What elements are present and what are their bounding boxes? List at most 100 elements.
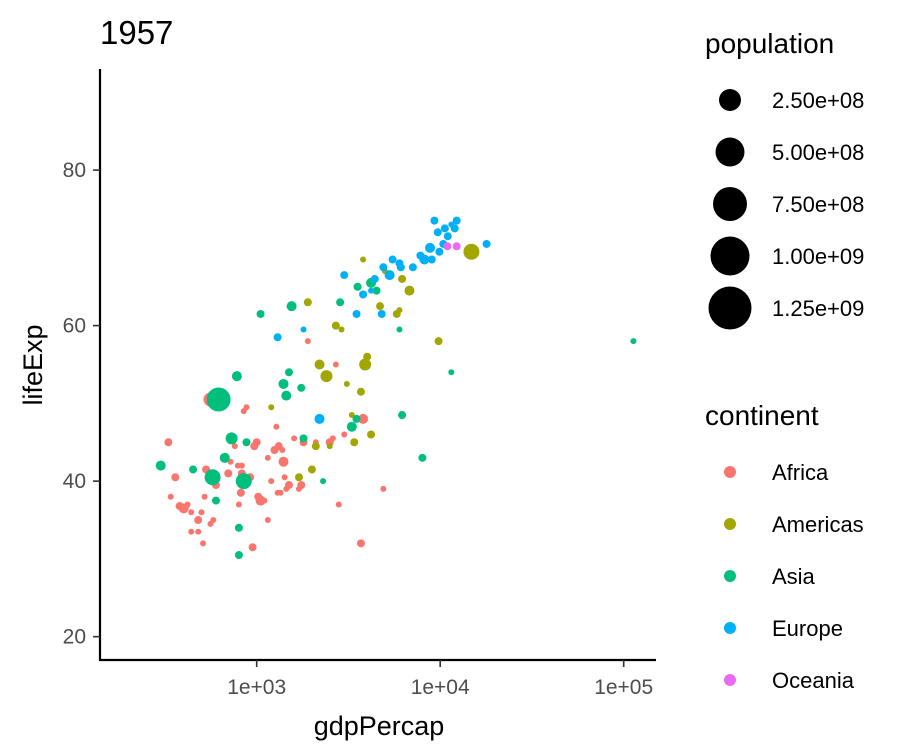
data-point-asia <box>286 301 297 312</box>
size-legend-label: 7.50e+08 <box>772 192 864 217</box>
y-axis-title: lifeExp <box>18 324 48 405</box>
data-point-asia <box>211 496 220 505</box>
data-point-asia <box>189 465 198 474</box>
data-point-americas <box>463 243 480 260</box>
data-point-europe <box>424 242 435 253</box>
data-point-asia <box>320 478 327 485</box>
data-point-africa <box>380 485 387 492</box>
data-point-europe <box>408 263 417 272</box>
size-legend-label: 2.50e+08 <box>772 88 864 113</box>
y-tick-label: 80 <box>63 159 86 182</box>
data-point-africa <box>167 493 174 500</box>
size-legend-key <box>710 236 750 276</box>
data-point-americas <box>294 473 303 482</box>
data-point-europe <box>443 232 452 241</box>
data-point-africa <box>264 517 271 524</box>
data-point-asia <box>336 298 345 307</box>
data-point-europe <box>452 216 461 225</box>
data-point-europe <box>388 255 397 264</box>
data-point-americas <box>363 352 372 361</box>
color-legend-key <box>724 674 736 686</box>
data-point-asia <box>352 414 361 423</box>
data-point-africa <box>268 478 275 485</box>
data-point-americas <box>376 302 385 311</box>
data-point-asia <box>204 469 221 486</box>
data-point-europe <box>419 254 430 265</box>
data-point-asia <box>398 411 407 420</box>
data-point-asia <box>284 368 293 377</box>
data-point-americas <box>268 404 275 411</box>
x-tick-label: 1e+04 <box>411 676 470 699</box>
size-legend-label: 5.00e+08 <box>772 140 864 165</box>
data-point-americas <box>307 465 316 474</box>
color-legend-key <box>724 622 736 634</box>
data-point-asia <box>234 551 243 560</box>
data-point-africa <box>335 501 342 508</box>
data-point-africa <box>188 509 195 516</box>
y-tick-label: 20 <box>63 626 86 649</box>
data-point-asia <box>297 383 306 392</box>
data-point-europe <box>314 413 325 424</box>
data-point-africa <box>277 489 284 496</box>
data-point-africa <box>243 404 250 411</box>
data-point-africa <box>297 481 306 490</box>
data-point-americas <box>360 256 367 263</box>
data-point-africa <box>291 435 298 442</box>
data-point-europe <box>384 270 395 281</box>
data-point-africa <box>171 473 180 482</box>
data-point-africa <box>358 413 369 424</box>
size-legend-key <box>713 187 747 221</box>
data-point-americas <box>356 387 365 396</box>
x-tick-label: 1e+03 <box>227 676 286 699</box>
points-layer <box>155 216 637 560</box>
color-legend-key <box>724 518 736 530</box>
data-point-americas <box>398 274 407 283</box>
data-point-asia <box>281 390 292 401</box>
data-point-asia <box>235 473 252 490</box>
data-point-americas <box>350 438 359 447</box>
color-legend-title: continent <box>705 400 819 431</box>
data-point-europe <box>300 326 307 333</box>
data-point-africa <box>252 438 261 447</box>
data-point-europe <box>440 224 449 233</box>
data-point-americas <box>331 321 340 330</box>
y-tick-label: 40 <box>63 470 86 493</box>
data-point-americas <box>367 430 376 439</box>
data-point-americas <box>303 298 312 307</box>
data-point-asia <box>630 338 637 345</box>
y-tick-label: 60 <box>63 315 86 338</box>
data-point-africa <box>261 497 268 504</box>
data-point-africa <box>164 438 173 447</box>
data-point-africa <box>200 540 207 547</box>
data-point-asia <box>256 309 265 318</box>
x-tick-label: 1e+05 <box>594 676 653 699</box>
data-point-europe <box>377 309 386 318</box>
data-point-americas <box>311 442 320 451</box>
size-legend: 2.50e+08 5.00e+08 7.50e+08 1.00e+09 1.25e+09 <box>708 88 864 330</box>
data-point-europe <box>435 247 444 256</box>
data-point-africa <box>279 447 286 454</box>
data-point-africa <box>273 423 280 430</box>
data-point-europe <box>396 263 405 272</box>
data-point-asia <box>299 434 308 443</box>
data-point-americas <box>320 370 333 383</box>
data-point-africa <box>198 509 205 516</box>
data-point-africa <box>264 454 271 461</box>
data-point-europe <box>273 333 282 342</box>
data-point-americas <box>359 358 372 371</box>
data-point-africa <box>236 488 245 497</box>
data-point-europe <box>427 255 436 264</box>
data-point-asia <box>242 438 251 447</box>
data-point-americas <box>434 337 443 346</box>
size-legend-key <box>708 286 752 330</box>
data-point-africa <box>332 361 339 368</box>
data-point-asia <box>372 286 381 295</box>
y-axis-ticks: 20 40 60 80 <box>63 159 100 649</box>
color-legend-key <box>724 570 736 582</box>
data-point-europe <box>340 271 349 280</box>
data-point-africa <box>238 462 245 469</box>
size-legend-key <box>719 89 741 111</box>
data-point-africa <box>231 443 238 450</box>
data-point-africa <box>356 539 365 548</box>
color-legend-label: Asia <box>772 564 816 589</box>
